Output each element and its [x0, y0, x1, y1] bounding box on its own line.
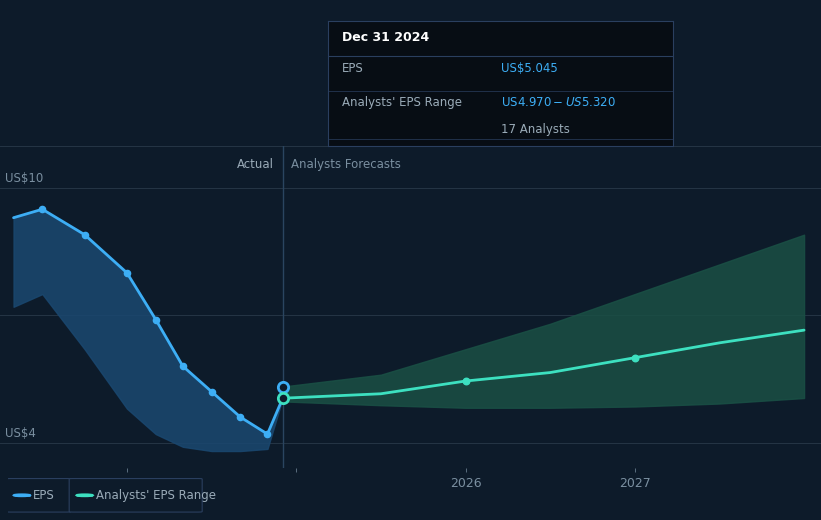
Text: US$10: US$10 [5, 172, 44, 185]
FancyBboxPatch shape [69, 478, 202, 512]
Circle shape [76, 495, 93, 496]
Point [276, 382, 289, 391]
Text: 17 Analysts: 17 Analysts [501, 123, 570, 136]
Circle shape [14, 495, 30, 496]
Point [234, 413, 247, 421]
Point [177, 362, 190, 370]
Point [78, 230, 91, 239]
Text: US$4: US$4 [5, 426, 36, 439]
Point [459, 377, 472, 385]
Point [628, 354, 641, 362]
Text: Analysts' EPS Range: Analysts' EPS Range [342, 96, 462, 109]
Text: Analysts Forecasts: Analysts Forecasts [291, 159, 401, 172]
FancyBboxPatch shape [7, 478, 71, 512]
Text: Dec 31 2024: Dec 31 2024 [342, 31, 429, 44]
Point [149, 315, 163, 323]
Text: US$4.970 - US$5.320: US$4.970 - US$5.320 [501, 96, 616, 109]
Point [121, 269, 134, 277]
Point [36, 205, 49, 213]
Point [205, 387, 218, 396]
Point [261, 430, 274, 438]
Point [276, 394, 289, 402]
Text: EPS: EPS [342, 62, 364, 75]
Text: Actual: Actual [237, 159, 274, 172]
Text: Analysts' EPS Range: Analysts' EPS Range [96, 489, 216, 502]
Text: US$5.045: US$5.045 [501, 62, 557, 75]
Text: EPS: EPS [34, 489, 55, 502]
